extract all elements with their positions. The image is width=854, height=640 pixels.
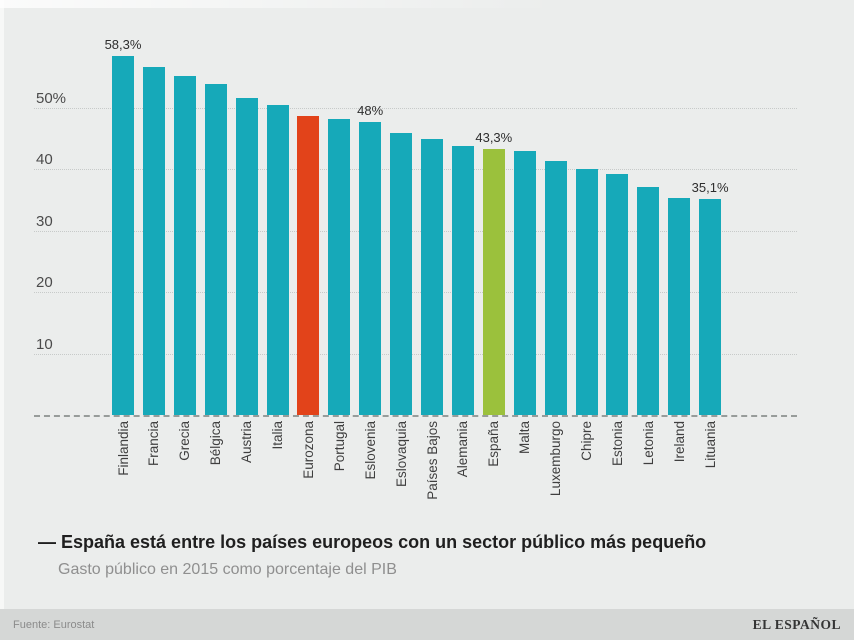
bar-luxemburgo [544, 161, 567, 415]
x-axis-label-luxemburgo: Luxemburgo [548, 421, 564, 497]
y-axis-label-50: 50% [36, 89, 67, 107]
bar-alemania [451, 146, 474, 415]
chart-title: — España está entre los países europeos … [38, 532, 707, 552]
y-axis-label-40: 40 [36, 151, 53, 168]
bar-portugal [328, 118, 351, 415]
bar-estonia [606, 173, 629, 415]
x-axis-label-grecia: Grecia [177, 421, 193, 461]
el-espanol-logo: EL ESPAÑOL [752, 616, 841, 632]
y-axis-label-30: 30 [36, 212, 53, 230]
x-axis-label-lituania: Lituania [702, 421, 718, 469]
x-axis-label-austria: Austria [239, 421, 255, 464]
bar-bélgica [204, 84, 227, 415]
bar-italia [266, 105, 289, 415]
bar-chart: 10 20 30 40 50% Finlandia Francia Grecia Bélgica… [34, 37, 797, 500]
value-label-finlandia: 58,3% [104, 37, 142, 53]
bar-países-bajos [421, 138, 443, 415]
chart-subtitle: Gasto público en 2015 como porcentaje de… [58, 561, 397, 578]
bar-chipre [575, 169, 598, 415]
gridline-10 [34, 353, 797, 355]
x-axis-label-españa: España [486, 421, 502, 467]
y-axis-label-10: 10 [36, 335, 53, 353]
top-edge-highlight [0, 0, 560, 8]
x-axis-label-bélgica: Bélgica [208, 421, 224, 466]
x-axis-label-finlandia: Finlandia [115, 421, 131, 476]
bar-lituania [699, 199, 722, 415]
bar-españa [482, 148, 505, 415]
gridline-40 [34, 169, 797, 170]
x-axis-label-francia: Francia [146, 421, 162, 467]
gridline-50 [34, 107, 797, 109]
value-label-lituania: 35,1% [691, 180, 729, 196]
x-axis-label-chipre: Chipre [579, 421, 594, 461]
bar-ireland [668, 197, 691, 415]
bar-eurozona [297, 116, 320, 415]
y-axis-label-20: 20 [36, 274, 53, 291]
x-axis-label-eslovenia: Eslovenia [362, 421, 378, 480]
gridline-30 [34, 230, 797, 232]
x-axis-label-ireland: Ireland [671, 421, 687, 463]
x-axis-label-letonia: Letonia [640, 421, 656, 466]
bar-grecia [173, 75, 196, 415]
bar-francia [142, 66, 165, 415]
x-axis-label-portugal: Portugal [331, 421, 347, 472]
x-axis-baseline [34, 415, 797, 417]
bar-malta [513, 150, 536, 415]
x-axis-label-alemania: Alemania [455, 421, 471, 478]
x-axis-label-italia: Italia [270, 421, 285, 450]
caption-block: — España está entre los países europeos … [38, 531, 828, 579]
x-axis-label-malta: Malta [517, 421, 533, 455]
bar-letonia [637, 187, 660, 415]
bar-eslovaquia [390, 133, 413, 415]
left-edge-highlight [0, 0, 4, 609]
x-axis-label-países-bajos: Países Bajos [424, 421, 440, 500]
bar-eslovenia [359, 121, 382, 415]
bar-austria [235, 97, 258, 415]
x-axis-label-estonia: Estonia [609, 421, 625, 467]
x-axis-label-eslovaquia: Eslovaquia [393, 421, 409, 488]
value-label-eslovenia: 48% [357, 102, 384, 118]
bar-finlandia [112, 56, 134, 415]
source-credit: Fuente: Eurostat [13, 618, 95, 631]
x-axis-label-eurozona: Eurozona [300, 421, 316, 479]
value-label-españa: 43,3% [475, 129, 513, 145]
footer-bar: Fuente: Eurostat EL ESPAÑOL [0, 609, 854, 640]
gridline-20 [34, 292, 797, 293]
